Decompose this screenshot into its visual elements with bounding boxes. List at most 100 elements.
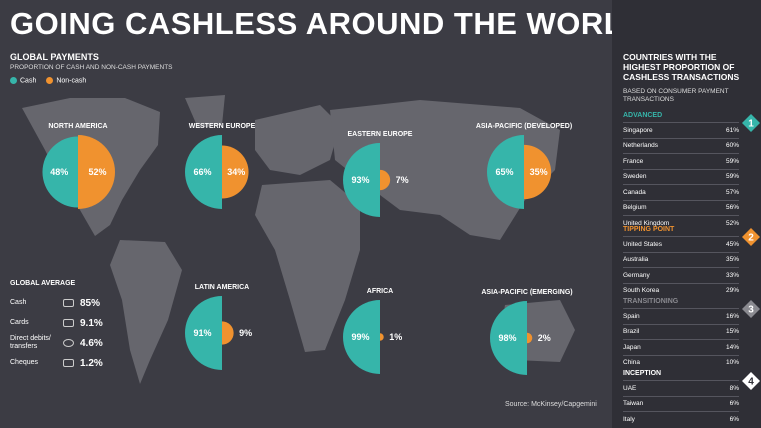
svg-text:2: 2 (748, 233, 754, 244)
group-badge: 3 (742, 300, 760, 318)
right-panel: COUNTRIES WITH THE HIGHEST PROPORTION OF… (612, 0, 761, 428)
country-value: 29% (725, 287, 739, 295)
country-name: Germany (623, 271, 650, 279)
asia-shape (330, 100, 560, 240)
country-row: Netherlands 60% (623, 137, 739, 154)
country-name: France (623, 157, 644, 165)
country-row: Sweden 59% (623, 168, 739, 185)
legend-noncash: Non-cash (46, 77, 86, 84)
noncash-half (222, 145, 249, 199)
noncash-value-label: 34% (227, 167, 245, 177)
country-name: Netherlands (623, 142, 659, 150)
country-row: Spain 16% (623, 308, 739, 324)
region-label: AFRICA (367, 288, 393, 295)
cash-half (185, 296, 222, 370)
legend: Cash Non-cash (10, 77, 86, 84)
cash-half (42, 136, 78, 208)
cash-half (185, 135, 222, 209)
group-tipping-point: TIPPING POINT United States 45% Australia 35… (623, 226, 739, 298)
cash-half (490, 301, 527, 375)
group-name: ADVANCED (623, 112, 663, 119)
country-name: United Kingdom (623, 219, 670, 227)
region-label: NORTH AMERICA (48, 123, 107, 130)
country-value: 59% (725, 173, 739, 181)
right-panel-title: COUNTRIES WITH THE HIGHEST PROPORTION OF… (623, 52, 740, 82)
cash-value-label: 65% (495, 167, 513, 177)
avg-row-transfers: Direct debits/ transfers 4.6% (10, 335, 103, 350)
noncash-value-label: 52% (88, 167, 106, 177)
global-payments-subtitle: PROPORTION OF CASH AND NON-CASH PAYMENTS (10, 64, 173, 71)
cash-swatch (10, 77, 17, 84)
cash-half (487, 135, 524, 209)
group-name: INCEPTION (623, 370, 662, 377)
country-name: Singapore (623, 126, 653, 134)
cash-value-label: 48% (50, 167, 68, 177)
cash-half (343, 300, 380, 374)
avg-row-cards: Cards 9.1% (10, 317, 103, 329)
country-row: Singapore 61% (623, 122, 739, 138)
south-america-shape (110, 240, 182, 384)
country-name: China (623, 359, 640, 367)
svg-text:1: 1 (748, 119, 754, 130)
cash-half (343, 143, 380, 217)
country-value: 45% (725, 240, 739, 248)
cash-value-label: 66% (193, 167, 211, 177)
group-name: TIPPING POINT (623, 226, 675, 233)
country-value: 35% (725, 256, 739, 264)
country-name: South Korea (623, 287, 660, 295)
country-value: 16% (725, 312, 739, 320)
country-value: 10% (725, 359, 739, 367)
country-value: 59% (725, 157, 739, 165)
avg-row-cash: Cash 85% (10, 297, 101, 309)
cash-value-label: 99% (351, 332, 369, 342)
svg-text:4: 4 (748, 377, 754, 388)
country-name: Japan (623, 343, 641, 351)
country-value: 33% (725, 271, 739, 279)
country-row: United States 45% (623, 236, 739, 252)
avg-row-cheques: Cheques 1.2% (10, 357, 103, 369)
global-payments-title: GLOBAL PAYMENTS (10, 52, 99, 62)
country-value: 6% (729, 400, 739, 408)
country-name: Brazil (623, 328, 640, 336)
group-badge: 1 (742, 114, 760, 132)
card-icon (63, 319, 74, 327)
group-badge: 2 (742, 228, 760, 246)
country-value: 60% (725, 142, 739, 150)
cash-value-label: 91% (193, 328, 211, 338)
group-advanced: ADVANCED Singapore 61% Netherlands 60% France… (623, 112, 739, 231)
country-value: 52% (725, 219, 739, 227)
noncash-half (527, 332, 533, 344)
global-average-title: GLOBAL AVERAGE (10, 280, 76, 287)
region-label: LATIN AMERICA (195, 284, 249, 291)
noncash-half (78, 135, 115, 209)
noncash-half (380, 169, 391, 191)
country-value: 8% (729, 384, 739, 392)
country-row: United Kingdom 52% (623, 215, 739, 231)
cheque-icon (63, 359, 74, 367)
noncash-value-label: 9% (239, 328, 252, 338)
group-name: TRANSITIONING (623, 298, 679, 305)
country-row: Italy 6% (623, 411, 739, 427)
noncash-value-label: 2% (538, 333, 551, 343)
transfer-icon (63, 339, 74, 347)
country-row: UAE 8% (623, 380, 739, 396)
africa-shape (255, 180, 360, 352)
country-row: Belgium 56% (623, 199, 739, 216)
noncash-value-label: 1% (389, 332, 402, 342)
source-note: Source: McKinsey/Capgemini (505, 401, 597, 408)
europe-shape (255, 105, 340, 175)
country-name: Canada (623, 188, 646, 196)
country-row: France 59% (623, 153, 739, 169)
noncash-value-label: 35% (530, 167, 548, 177)
country-name: Belgium (623, 204, 647, 212)
noncash-half (524, 144, 552, 200)
noncash-half (222, 321, 234, 345)
world-map-chart: NORTH AMERICA 48% 52% WESTERN EUROPE 66% 34% E… (22, 95, 575, 384)
svg-text:3: 3 (748, 305, 754, 316)
noncash-value-label: 7% (396, 175, 409, 185)
country-value: 56% (725, 204, 739, 212)
country-value: 6% (729, 415, 739, 423)
noncash-half (380, 333, 384, 341)
country-name: Italy (623, 415, 635, 423)
country-name: UAE (623, 384, 637, 392)
